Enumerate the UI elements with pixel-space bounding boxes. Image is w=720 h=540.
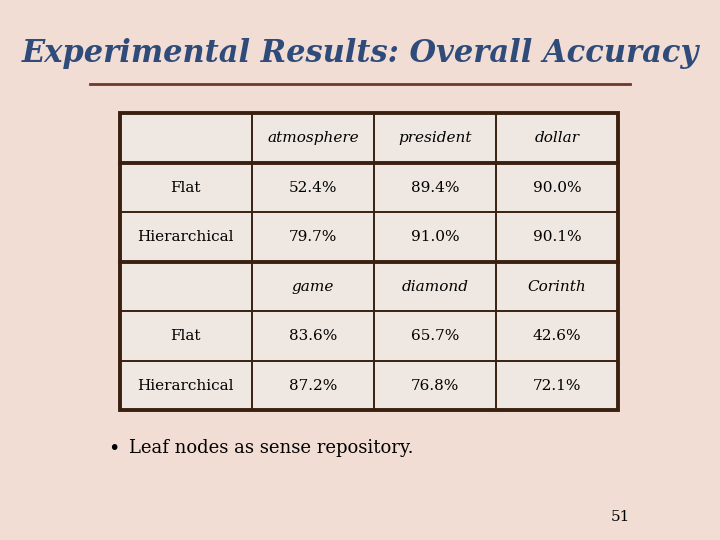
Text: 90.0%: 90.0% [533, 181, 582, 194]
Bar [120, 163, 252, 212]
Text: 83.6%: 83.6% [289, 329, 337, 343]
Text: 91.0%: 91.0% [411, 230, 459, 244]
Text: 89.4%: 89.4% [411, 181, 459, 194]
Bar [374, 262, 496, 312]
Text: 87.2%: 87.2% [289, 379, 337, 393]
Text: atmosphere: atmosphere [267, 131, 359, 145]
Bar [374, 312, 496, 361]
Bar [120, 113, 618, 410]
Bar [496, 312, 618, 361]
Bar [252, 361, 374, 410]
Text: 52.4%: 52.4% [289, 181, 337, 194]
Bar [120, 361, 252, 410]
Bar [252, 113, 374, 163]
Bar [496, 212, 618, 262]
Text: Corinth: Corinth [528, 280, 587, 294]
Text: Hierarchical: Hierarchical [138, 230, 234, 244]
Text: •: • [108, 438, 119, 458]
Text: Hierarchical: Hierarchical [138, 379, 234, 393]
Bar [496, 262, 618, 312]
Bar [252, 212, 374, 262]
Bar [120, 113, 618, 410]
Text: game: game [292, 280, 334, 294]
Bar [120, 113, 252, 163]
Bar [120, 212, 252, 262]
Text: 42.6%: 42.6% [533, 329, 582, 343]
Text: Flat: Flat [171, 181, 201, 194]
Text: Flat: Flat [171, 329, 201, 343]
Text: diamond: diamond [402, 280, 469, 294]
Bar [496, 361, 618, 410]
Bar [496, 163, 618, 212]
Bar [120, 262, 252, 312]
Bar [374, 163, 496, 212]
Text: president: president [398, 131, 472, 145]
Text: 72.1%: 72.1% [533, 379, 582, 393]
Text: 76.8%: 76.8% [411, 379, 459, 393]
Bar [120, 312, 252, 361]
Bar [374, 361, 496, 410]
Text: Experimental Results: Overall Accuracy: Experimental Results: Overall Accuracy [22, 38, 698, 69]
Bar [374, 212, 496, 262]
Bar [252, 262, 374, 312]
Text: 90.1%: 90.1% [533, 230, 582, 244]
Text: 79.7%: 79.7% [289, 230, 337, 244]
Bar [374, 113, 496, 163]
Text: 51: 51 [611, 510, 630, 524]
Text: 65.7%: 65.7% [411, 329, 459, 343]
Bar [252, 163, 374, 212]
Text: dollar: dollar [535, 131, 580, 145]
Bar [496, 113, 618, 163]
Text: Leaf nodes as sense repository.: Leaf nodes as sense repository. [129, 439, 413, 457]
Bar [252, 312, 374, 361]
